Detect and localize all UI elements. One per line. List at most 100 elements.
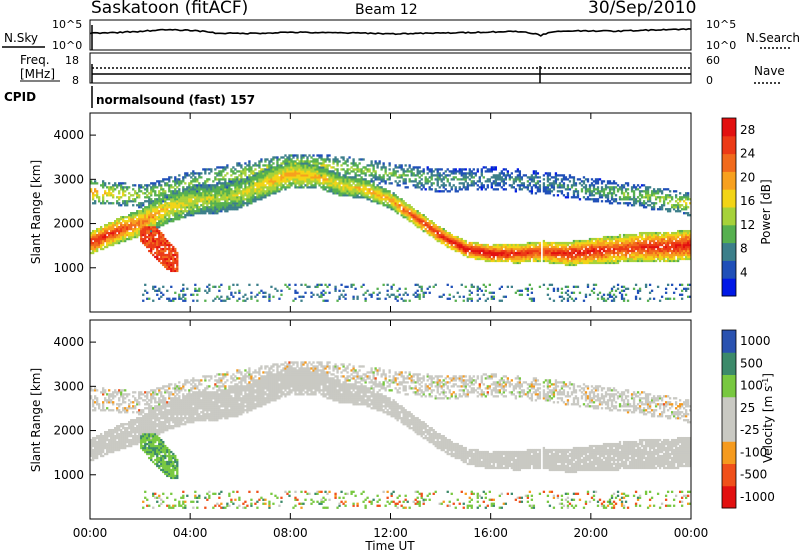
power-cell bbox=[276, 168, 278, 170]
power-cell bbox=[547, 186, 549, 188]
power-cell bbox=[296, 156, 298, 158]
power-cell bbox=[146, 298, 148, 300]
power-cell bbox=[557, 250, 559, 252]
power-cell bbox=[405, 182, 407, 184]
power-cell bbox=[296, 164, 298, 166]
power-cell bbox=[487, 180, 489, 182]
power-cell bbox=[593, 242, 595, 244]
power-cell bbox=[374, 170, 376, 172]
power-cell bbox=[236, 194, 238, 196]
power-cell bbox=[352, 170, 354, 172]
power-cell bbox=[585, 184, 587, 186]
power-cell bbox=[449, 246, 451, 248]
power-cell bbox=[581, 248, 583, 250]
power-cell bbox=[100, 238, 102, 240]
power-cell bbox=[226, 200, 228, 202]
power-cell bbox=[196, 202, 198, 204]
power-cell bbox=[415, 284, 417, 286]
power-cell bbox=[142, 208, 144, 210]
power-cell bbox=[214, 196, 216, 198]
power-cell bbox=[617, 236, 619, 238]
power-cell bbox=[601, 254, 603, 256]
power-cell bbox=[615, 186, 617, 188]
power-cell bbox=[262, 196, 264, 198]
power-cell bbox=[220, 188, 222, 190]
power-cell bbox=[481, 170, 483, 172]
power-cell bbox=[200, 212, 202, 214]
power-cell bbox=[370, 194, 372, 196]
power-cell bbox=[421, 226, 423, 228]
power-cell bbox=[380, 180, 382, 182]
power-cell bbox=[334, 188, 336, 190]
power-cell bbox=[633, 252, 635, 254]
power-cell bbox=[320, 296, 322, 298]
power-cell bbox=[296, 176, 298, 178]
power-cell bbox=[485, 188, 487, 190]
power-cell bbox=[172, 196, 174, 198]
power-cell bbox=[471, 242, 473, 244]
power-cell bbox=[613, 236, 615, 238]
power-cell bbox=[625, 246, 627, 248]
power-cell bbox=[282, 180, 284, 182]
power-cell bbox=[162, 240, 164, 242]
power-cell bbox=[264, 192, 266, 194]
power-cell bbox=[485, 260, 487, 262]
power-cell bbox=[248, 202, 250, 204]
power-cell bbox=[601, 182, 603, 184]
power-cell bbox=[270, 180, 272, 182]
power-cell bbox=[535, 192, 537, 194]
power-cell bbox=[124, 202, 126, 204]
power-cell bbox=[264, 186, 266, 188]
power-cell bbox=[348, 192, 350, 194]
power-cell bbox=[240, 198, 242, 200]
power-cell bbox=[152, 214, 154, 216]
power-cell bbox=[280, 170, 282, 172]
power-cell bbox=[208, 200, 210, 202]
power-cell bbox=[312, 162, 314, 164]
power-cell bbox=[272, 176, 274, 178]
power-cell bbox=[575, 260, 577, 262]
power-cell bbox=[142, 222, 144, 224]
power-cell bbox=[605, 196, 607, 198]
power-cell bbox=[551, 242, 553, 244]
power-cell bbox=[196, 178, 198, 180]
power-cell bbox=[110, 242, 112, 244]
power-cell bbox=[102, 194, 104, 196]
power-cell bbox=[162, 286, 164, 288]
power-cell bbox=[533, 248, 535, 250]
power-cell bbox=[573, 264, 575, 266]
power-cell bbox=[577, 192, 579, 194]
power-cell bbox=[515, 180, 517, 182]
power-cell bbox=[499, 256, 501, 258]
power-cell bbox=[108, 240, 110, 242]
power-cell bbox=[635, 202, 637, 204]
power-cell bbox=[461, 188, 463, 190]
power-cell bbox=[302, 180, 304, 182]
power-cell bbox=[326, 190, 328, 192]
power-cell bbox=[150, 240, 152, 242]
power-cell bbox=[397, 182, 399, 184]
power-cell bbox=[214, 208, 216, 210]
power-cell bbox=[260, 172, 262, 174]
power-cell bbox=[573, 240, 575, 242]
power-cell bbox=[567, 192, 569, 194]
power-cell bbox=[154, 220, 156, 222]
power-cell bbox=[519, 246, 521, 248]
power-cell bbox=[262, 176, 264, 178]
power-cell bbox=[186, 196, 188, 198]
power-cell bbox=[593, 198, 595, 200]
power-cell bbox=[336, 188, 338, 190]
power-cell bbox=[362, 178, 364, 180]
power-cell bbox=[429, 220, 431, 222]
power-cell bbox=[449, 238, 451, 240]
power-cell bbox=[216, 172, 218, 174]
power-cell bbox=[615, 200, 617, 202]
power-cell bbox=[256, 164, 258, 166]
power-cell bbox=[146, 232, 148, 234]
power-cell bbox=[627, 240, 629, 242]
power-cell bbox=[507, 258, 509, 260]
power-cell bbox=[549, 260, 551, 262]
power-cell bbox=[174, 202, 176, 204]
power-cell bbox=[98, 242, 100, 244]
power-cell bbox=[425, 230, 427, 232]
